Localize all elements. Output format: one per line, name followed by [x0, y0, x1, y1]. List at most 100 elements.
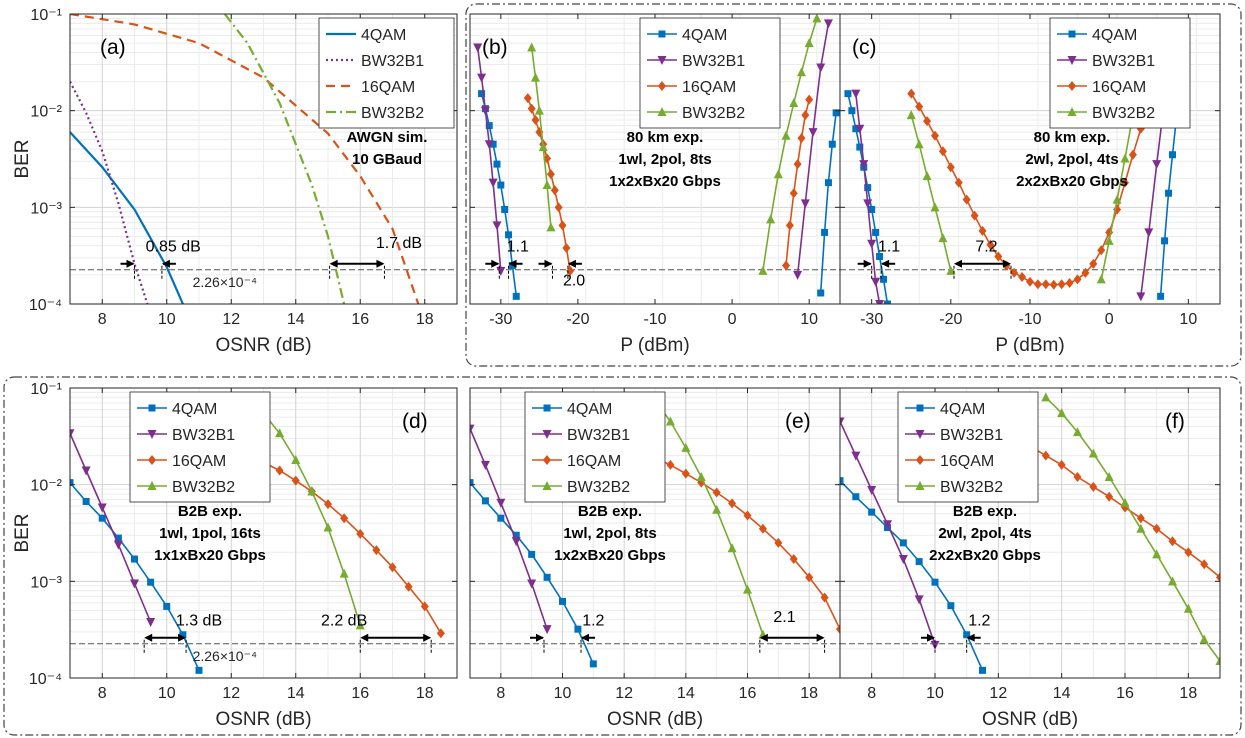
legend-marker-4qam [1068, 30, 1076, 38]
data-point-4qam [979, 666, 986, 674]
data-point-bw32b1 [1144, 228, 1154, 238]
x-axis-label: OSNR (dB) [215, 335, 311, 356]
x-tick-label: -10 [643, 311, 666, 328]
data-point-bw32b1 [473, 43, 483, 53]
data-point-bw32b1 [851, 451, 861, 461]
data-point-4qam [876, 253, 884, 261]
annotation-2-1: 2.1 [759, 609, 826, 654]
data-point-bw32b1 [542, 625, 552, 635]
data-point-bw32b2 [727, 543, 737, 553]
x-tick-label: 10 [158, 685, 176, 702]
data-point-bw32b1 [914, 595, 924, 605]
x-tick-label: 10 [926, 685, 944, 702]
data-point-bw32b2 [712, 504, 722, 514]
data-point-16qam [1049, 279, 1058, 290]
data-point-bw32b1 [480, 460, 490, 470]
legend-marker-16qam [916, 455, 924, 465]
data-point-4qam [131, 555, 138, 563]
legend: 4QAM BW32B1 16QAM BW32B2 [318, 17, 455, 129]
data-point-4qam [915, 558, 923, 566]
legend-label-bw32b1: BW32B1 [682, 53, 745, 70]
data-point-bw32b1 [527, 579, 537, 589]
data-point-16qam [1081, 267, 1090, 278]
legend-marker-bw32b1 [657, 56, 667, 65]
annotation-note: 1wl, 1pol, 16ts [159, 525, 261, 542]
series-line-4qam [840, 480, 984, 671]
data-point-bw32b1 [867, 486, 877, 496]
legend-marker-bw32b1 [147, 430, 157, 439]
legend-label-bw32b2: BW32B2 [1092, 105, 1155, 122]
data-point-bw32b1 [470, 424, 475, 434]
annotation-note: 80 km exp. [1034, 129, 1111, 146]
x-axis-label: OSNR (dB) [982, 709, 1078, 730]
data-point-16qam [1057, 459, 1066, 470]
data-point-bw32b1 [480, 106, 490, 116]
data-point-4qam [528, 550, 536, 558]
data-point-4qam [884, 300, 891, 304]
data-point-4qam [98, 514, 106, 522]
legend-marker-16qam [543, 455, 551, 465]
data-point-4qam [497, 181, 505, 189]
y-tick-label: 10⁻⁴ [29, 297, 62, 314]
data-point-bw32b1 [793, 270, 803, 280]
panel-label: (b) [482, 36, 508, 59]
data-point-bw32b1 [867, 239, 877, 249]
data-point-4qam [852, 125, 860, 133]
x-tick-label: 0 [728, 311, 737, 328]
data-point-16qam [1136, 513, 1145, 524]
legend-label-16qam: 16QAM [361, 79, 415, 96]
annotation-arrowhead [966, 633, 975, 642]
data-point-4qam [848, 107, 856, 115]
data-point-bw32b2 [1096, 274, 1106, 284]
annotation-note: 2x2xBx20 Gbps [929, 547, 1041, 564]
legend: 4QAM BW32B1 16QAM BW32B2 [639, 17, 781, 129]
x-tick-label: 14 [287, 685, 305, 702]
legend: 4QAM BW32B1 16QAM BW32B2 [524, 391, 666, 503]
data-point-4qam [501, 205, 509, 213]
legend-label-bw32b2: BW32B2 [361, 105, 424, 122]
data-point-bw32b1 [875, 300, 885, 304]
annotation-1-7-db: 1.7 dB [329, 235, 422, 280]
data-point-16qam [994, 251, 1003, 262]
legend-label-4qam: 4QAM [1092, 27, 1137, 44]
data-point-4qam [559, 597, 566, 605]
data-point-16qam [275, 465, 284, 476]
panel-label: (e) [785, 410, 811, 433]
data-point-4qam [589, 660, 597, 668]
data-point-bw32b1 [859, 160, 869, 170]
series-line-16qam [70, 14, 420, 304]
axes-box [839, 387, 1221, 679]
panel-a: 8 10 12 14 16 18 10⁻⁴ 10⁻³ 10⁻² 10⁻¹ OSNR (dB) BER (… [12, 7, 458, 356]
legend-marker-bw32b2 [147, 481, 157, 490]
data-point-bw32b2 [534, 105, 544, 115]
data-point-4qam [470, 479, 474, 487]
data-point-bw32b2 [1120, 497, 1130, 507]
annotation-arrowhead [376, 259, 385, 268]
data-point-4qam [163, 602, 171, 610]
series-group [70, 14, 420, 304]
y-tick-label: 10⁻⁴ [29, 671, 62, 688]
x-tick-label: 14 [1053, 685, 1071, 702]
annotation-arrowhead [491, 259, 500, 268]
data-point-16qam [1152, 523, 1161, 534]
x-axis-label: P (dBm) [620, 335, 689, 356]
legend: 4QAM BW32B1 16QAM BW32B2 [129, 391, 271, 503]
data-point-16qam [774, 537, 783, 548]
data-point-16qam [907, 88, 916, 99]
data-point-4qam [497, 514, 505, 522]
x-tick-label: 10 [554, 685, 572, 702]
data-point-4qam [195, 666, 203, 674]
data-point-bw32b1 [871, 277, 881, 287]
data-point-16qam [666, 459, 675, 470]
annotation-2-0: 2.0 [538, 259, 585, 290]
annotation-arrowhead [144, 633, 153, 642]
data-point-4qam [840, 477, 844, 485]
legend-label-bw32b2: BW32B2 [172, 479, 235, 496]
annotation-1-2: 1.2 [530, 612, 605, 654]
data-point-bw32b2 [1168, 576, 1177, 586]
data-point-16qam [523, 93, 532, 104]
annotation-label: 1.3 dB [176, 612, 222, 629]
legend-label-bw32b2: BW32B2 [940, 479, 1003, 496]
panel-label: (f) [1165, 410, 1185, 433]
y-tick-label: 10⁻¹ [30, 7, 62, 24]
